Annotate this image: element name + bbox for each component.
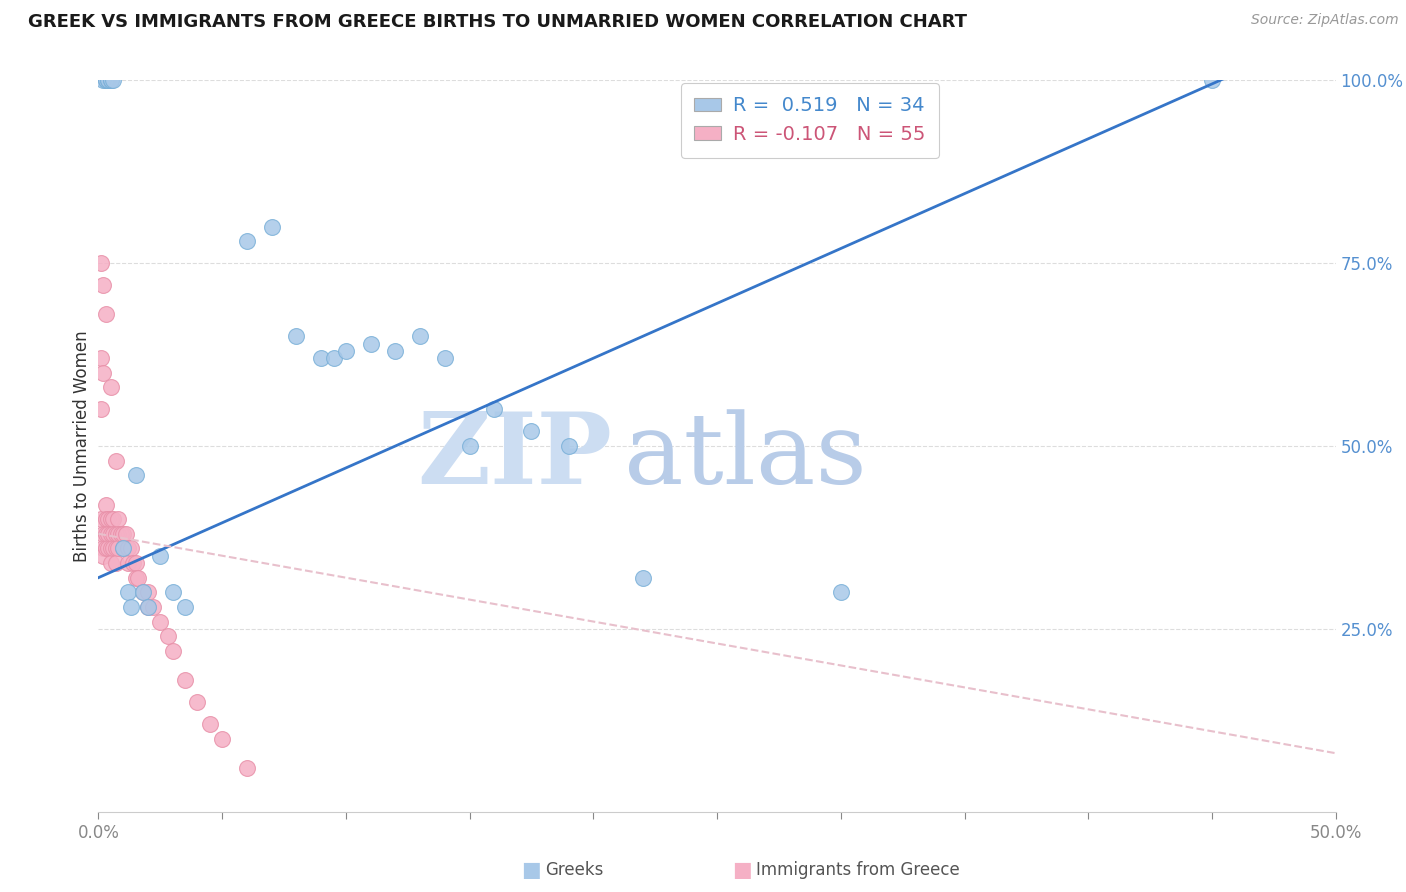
Point: [149, 549, 172, 563]
Point: [97, 73, 120, 87]
Text: atlas: atlas: [624, 409, 868, 505]
Text: GREEK VS IMMIGRANTS FROM GREECE BIRTHS TO UNMARRIED WOMEN CORRELATION CHART: GREEK VS IMMIGRANTS FROM GREECE BIRTHS T…: [28, 13, 967, 31]
Point: [236, 761, 259, 775]
Point: [97, 73, 120, 87]
Point: [93, 526, 115, 541]
Point: [104, 453, 127, 467]
Point: [149, 615, 172, 629]
Point: [103, 512, 125, 526]
Point: [97, 512, 120, 526]
Point: [97, 526, 120, 541]
Point: [174, 599, 197, 614]
Point: [384, 343, 406, 358]
Point: [90, 351, 112, 366]
Point: [104, 556, 127, 570]
Point: [309, 351, 332, 366]
Point: [93, 278, 115, 293]
Point: [335, 343, 357, 358]
Point: [186, 695, 208, 709]
Text: Immigrants from Greece: Immigrants from Greece: [756, 861, 960, 879]
Point: [107, 541, 129, 556]
Point: [94, 498, 117, 512]
Point: [162, 585, 184, 599]
Point: [120, 541, 142, 556]
Point: [90, 512, 112, 526]
Point: [433, 351, 456, 366]
Point: [124, 468, 146, 483]
Point: [117, 556, 139, 570]
Point: [93, 73, 115, 87]
Point: [90, 402, 112, 417]
Point: [198, 717, 221, 731]
Point: [520, 425, 543, 439]
Point: [322, 351, 344, 366]
Point: [110, 526, 132, 541]
Point: [122, 556, 145, 570]
Point: [211, 731, 233, 746]
Point: [484, 402, 506, 417]
Point: [107, 512, 129, 526]
Point: [360, 336, 382, 351]
Point: [100, 380, 122, 394]
Point: [114, 526, 136, 541]
Point: [236, 234, 259, 248]
Point: [93, 541, 115, 556]
Point: [107, 526, 129, 541]
Point: [162, 644, 184, 658]
Point: [97, 541, 120, 556]
Point: [557, 439, 579, 453]
Point: [100, 73, 122, 87]
Point: [117, 541, 139, 556]
Point: [142, 599, 165, 614]
Point: [260, 219, 283, 234]
Text: ZIP: ZIP: [418, 409, 612, 506]
Point: [94, 512, 117, 526]
Text: ■: ■: [733, 860, 752, 880]
Point: [174, 673, 197, 687]
Point: [112, 541, 135, 556]
Legend: R =  0.519   N = 34, R = -0.107   N = 55: R = 0.519 N = 34, R = -0.107 N = 55: [681, 83, 939, 158]
Point: [100, 526, 122, 541]
Point: [93, 366, 115, 380]
Point: [94, 73, 117, 87]
Y-axis label: Births to Unmarried Women: Births to Unmarried Women: [73, 330, 91, 562]
Point: [136, 599, 159, 614]
Point: [112, 541, 135, 556]
Point: [830, 585, 852, 599]
Point: [103, 541, 125, 556]
Point: [156, 629, 179, 643]
Point: [100, 541, 122, 556]
Point: [94, 526, 117, 541]
Point: [132, 585, 155, 599]
Point: [94, 73, 117, 87]
Point: [136, 585, 159, 599]
Point: [103, 73, 125, 87]
Point: [631, 571, 654, 585]
Point: [94, 307, 117, 321]
Point: [100, 556, 122, 570]
Point: [124, 571, 146, 585]
Text: Source: ZipAtlas.com: Source: ZipAtlas.com: [1251, 13, 1399, 28]
Point: [124, 556, 146, 570]
Point: [103, 526, 125, 541]
Text: Greeks: Greeks: [546, 861, 605, 879]
Point: [100, 512, 122, 526]
Point: [120, 599, 142, 614]
Point: [104, 541, 127, 556]
Point: [112, 526, 135, 541]
Point: [458, 439, 481, 453]
Point: [1201, 73, 1223, 87]
Point: [100, 73, 122, 87]
Point: [90, 256, 112, 270]
Point: [132, 585, 155, 599]
Point: [409, 329, 432, 343]
Point: [285, 329, 308, 343]
Point: [127, 571, 149, 585]
Point: [136, 599, 159, 614]
Point: [104, 526, 127, 541]
Text: ■: ■: [522, 860, 541, 880]
Point: [94, 541, 117, 556]
Point: [93, 549, 115, 563]
Point: [117, 585, 139, 599]
